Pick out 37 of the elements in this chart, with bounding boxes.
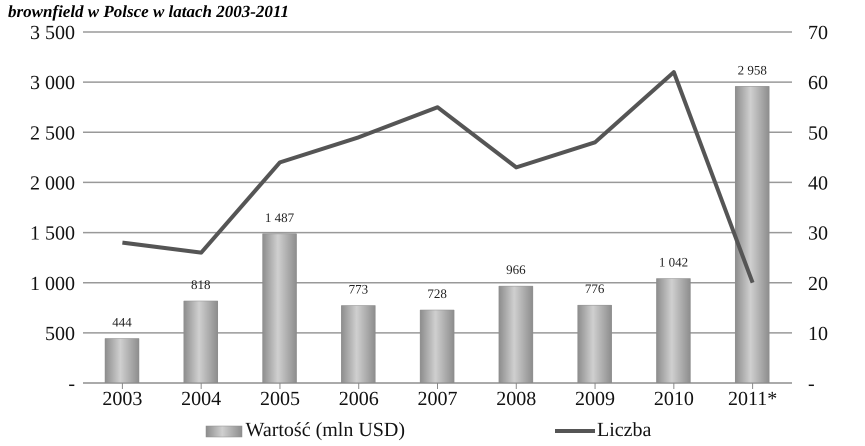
y-tick-label: 2 000 xyxy=(30,172,75,195)
data-label: 818 xyxy=(191,276,211,292)
chart-title: brownfield w Polsce w latach 2003-2011 xyxy=(8,2,290,22)
x-tick-label: 2011* xyxy=(728,388,778,410)
legend-label: Liczba xyxy=(596,419,652,442)
x-tick-label: 2010 xyxy=(654,388,694,410)
y2-tick-label: 50 xyxy=(808,122,828,144)
x-tick-label: 2004 xyxy=(181,388,222,410)
y-tick-label: 3 000 xyxy=(30,72,75,94)
y-tick-label: 1 500 xyxy=(30,222,75,245)
data-label: 773 xyxy=(348,281,368,296)
data-label: 728 xyxy=(427,286,447,301)
x-tick-label: 2008 xyxy=(496,388,536,410)
y-tick-label: - xyxy=(68,373,75,396)
data-label: 444 xyxy=(112,314,132,330)
y2-tick-label: 60 xyxy=(808,72,828,94)
x-tick-label: 2003 xyxy=(102,388,142,410)
y-tick-label: 3 500 xyxy=(30,22,75,44)
y-tick-label: 1 000 xyxy=(30,272,75,295)
data-label: 2 958 xyxy=(738,62,767,78)
y2-tick-label: 10 xyxy=(808,322,828,345)
data-label: 1 487 xyxy=(264,210,295,225)
x-tick-label: 2005 xyxy=(260,388,300,410)
x-tick-label: 2009 xyxy=(575,388,616,410)
y2-tick-label: 30 xyxy=(808,222,828,245)
x-tick-label: 2007 xyxy=(418,388,458,410)
y-tick-label: 500 xyxy=(45,322,75,345)
data-label: 1 042 xyxy=(658,254,688,270)
y2-tick-label: 40 xyxy=(808,172,828,195)
y2-tick-label: 70 xyxy=(808,22,828,44)
y2-tick-label: 20 xyxy=(808,272,828,295)
data-label: 966 xyxy=(506,262,526,278)
legend-label: Wartość (mln USD) xyxy=(244,419,406,442)
data-label: 776 xyxy=(584,281,605,296)
y-tick-label: 2 500 xyxy=(30,122,75,144)
y2-tick-label: - xyxy=(808,373,815,396)
x-tick-label: 2006 xyxy=(338,388,379,410)
